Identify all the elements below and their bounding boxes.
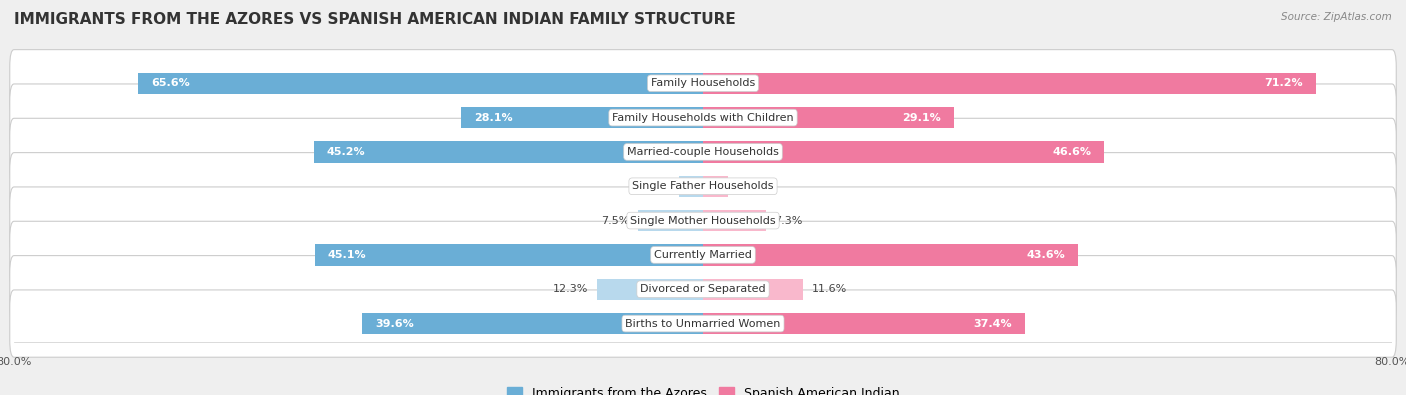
FancyBboxPatch shape [10, 118, 1396, 186]
Bar [703, 176, 728, 197]
Text: Single Mother Households: Single Mother Households [630, 216, 776, 226]
Text: 12.3%: 12.3% [553, 284, 589, 294]
Legend: Immigrants from the Azores, Spanish American Indian: Immigrants from the Azores, Spanish Amer… [502, 382, 904, 395]
Text: 28.1%: 28.1% [474, 113, 513, 122]
Bar [703, 313, 1025, 334]
Text: 29.1%: 29.1% [901, 113, 941, 122]
Bar [703, 141, 1104, 163]
Bar [703, 278, 803, 300]
Text: Married-couple Households: Married-couple Households [627, 147, 779, 157]
Text: Source: ZipAtlas.com: Source: ZipAtlas.com [1281, 12, 1392, 22]
Text: Family Households with Children: Family Households with Children [612, 113, 794, 122]
Text: 71.2%: 71.2% [1264, 78, 1303, 88]
Text: Family Households: Family Households [651, 78, 755, 88]
Text: 45.2%: 45.2% [326, 147, 366, 157]
Text: 7.5%: 7.5% [602, 216, 630, 226]
Bar [461, 107, 703, 128]
FancyBboxPatch shape [10, 50, 1396, 117]
Text: 43.6%: 43.6% [1026, 250, 1066, 260]
Text: 65.6%: 65.6% [150, 78, 190, 88]
Text: 2.8%: 2.8% [641, 181, 671, 191]
FancyBboxPatch shape [10, 84, 1396, 151]
Text: IMMIGRANTS FROM THE AZORES VS SPANISH AMERICAN INDIAN FAMILY STRUCTURE: IMMIGRANTS FROM THE AZORES VS SPANISH AM… [14, 12, 735, 27]
Text: 39.6%: 39.6% [375, 319, 413, 329]
Text: 45.1%: 45.1% [328, 250, 366, 260]
Bar [703, 73, 1316, 94]
FancyBboxPatch shape [10, 152, 1396, 220]
Text: 7.3%: 7.3% [775, 216, 803, 226]
Text: Currently Married: Currently Married [654, 250, 752, 260]
Text: 46.6%: 46.6% [1052, 147, 1091, 157]
Bar [703, 107, 953, 128]
Text: 11.6%: 11.6% [811, 284, 846, 294]
FancyBboxPatch shape [10, 290, 1396, 357]
Bar [314, 141, 703, 163]
Bar [138, 73, 703, 94]
Bar [361, 313, 703, 334]
Text: 37.4%: 37.4% [973, 319, 1012, 329]
Bar [638, 210, 703, 231]
FancyBboxPatch shape [10, 221, 1396, 289]
Bar [315, 244, 703, 265]
FancyBboxPatch shape [10, 187, 1396, 254]
Text: Births to Unmarried Women: Births to Unmarried Women [626, 319, 780, 329]
Bar [679, 176, 703, 197]
Bar [598, 278, 703, 300]
Bar [703, 210, 766, 231]
Text: 2.9%: 2.9% [737, 181, 765, 191]
Text: Divorced or Separated: Divorced or Separated [640, 284, 766, 294]
Bar [703, 244, 1078, 265]
Text: Single Father Households: Single Father Households [633, 181, 773, 191]
FancyBboxPatch shape [10, 256, 1396, 323]
